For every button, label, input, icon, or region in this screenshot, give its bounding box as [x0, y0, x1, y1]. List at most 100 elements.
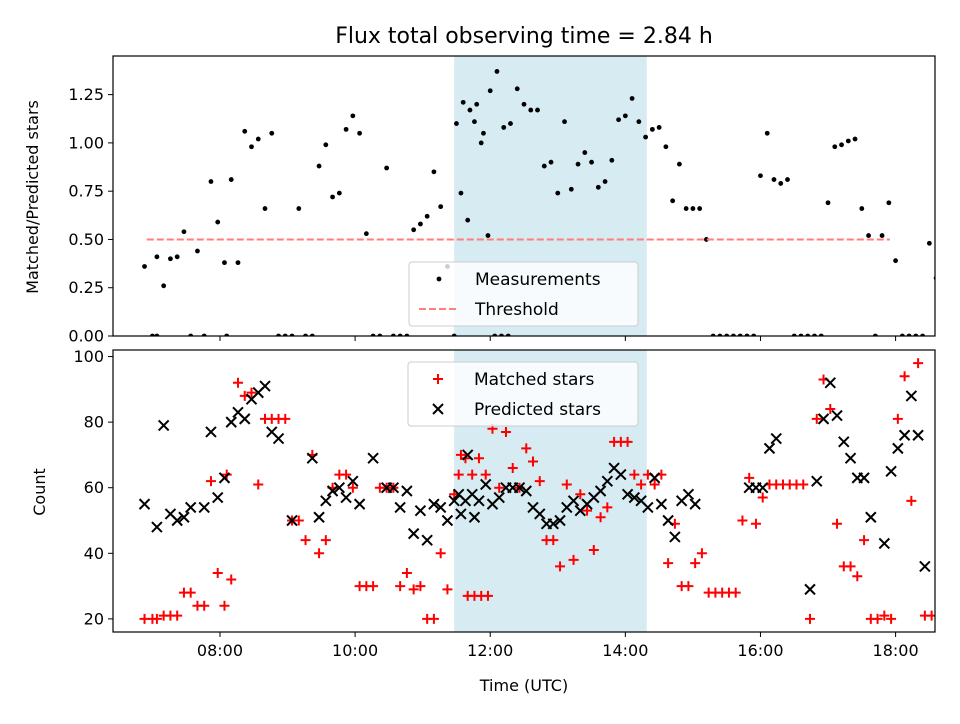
measurement-point	[670, 198, 676, 204]
measurement-point	[424, 213, 430, 219]
measurement-point	[474, 101, 480, 107]
matched-stars-point	[602, 502, 613, 513]
predicted-stars-point	[669, 531, 681, 543]
measurement-point	[411, 227, 417, 233]
matched-stars-point	[555, 561, 566, 572]
predicted-stars-point	[628, 491, 641, 504]
predicted-stars-point	[554, 514, 566, 527]
legend-label: Predicted stars	[474, 400, 601, 420]
predicted-stars-point	[286, 514, 298, 527]
measurement-point	[514, 86, 520, 92]
matched-stars-point	[453, 469, 464, 480]
matched-stars-point	[253, 479, 264, 490]
matched-stars-point	[879, 610, 890, 621]
bottom-y-tick-label: 20	[84, 609, 104, 628]
matched-stars-point	[534, 476, 545, 487]
measurement-point	[643, 134, 649, 140]
x-tick-label: 14:00	[602, 641, 648, 660]
matched-stars-point	[629, 469, 640, 480]
bottom-y-tick-label: 100	[73, 347, 104, 366]
matched-stars-point	[886, 613, 897, 624]
matched-stars-point	[622, 436, 633, 447]
measurement-point	[454, 121, 459, 126]
x-axis-label: Time (UTC)	[479, 676, 568, 695]
measurement-point	[839, 142, 844, 148]
matched-stars-point	[172, 610, 183, 621]
matched-stars-point	[199, 600, 210, 611]
measurement-point	[174, 254, 180, 260]
matched-stars-point	[368, 581, 379, 592]
measurement-point	[926, 240, 932, 246]
predicted-stars-point	[905, 390, 918, 402]
predicted-stars-point	[838, 436, 850, 448]
measurement-point	[521, 101, 527, 107]
matched-stars-point	[575, 489, 586, 500]
predicted-stars-point	[198, 501, 210, 514]
matched-stars-point	[428, 613, 439, 624]
predicted-stars-point	[770, 432, 782, 445]
predicted-stars-point	[461, 449, 474, 461]
matched-stars-point	[528, 456, 539, 467]
measurement-point	[535, 107, 540, 113]
measurement-point	[235, 260, 241, 266]
measurement-point	[161, 283, 167, 289]
predicted-stars-point	[367, 452, 379, 464]
measurement-point	[663, 144, 669, 150]
matched-stars-point	[757, 492, 768, 503]
top-axes-frame	[112, 55, 936, 337]
predicted-stars-point	[171, 514, 183, 527]
measurement-point	[487, 88, 493, 94]
matched-stars-point	[314, 548, 325, 559]
measurement-point	[785, 177, 790, 182]
matched-stars-point	[482, 590, 493, 601]
predicted-stars-point	[151, 521, 163, 533]
measurement-point	[758, 173, 763, 179]
top-plot-area	[142, 69, 935, 336]
measurement-point	[690, 206, 696, 211]
x-tick-label: 18:00	[873, 641, 919, 660]
predicted-stars-point	[353, 498, 366, 510]
matched-stars-point	[435, 548, 446, 559]
measurement-point	[859, 206, 865, 211]
matched-stars-point	[696, 548, 707, 559]
measurement-point	[656, 125, 662, 130]
matched-stars-point	[548, 535, 559, 546]
predicted-stars-point	[212, 491, 224, 504]
predicted-stars-point	[757, 482, 769, 494]
predicted-stars-point	[239, 413, 251, 425]
measurement-point	[195, 248, 200, 254]
matched-stars-point	[730, 587, 741, 598]
matched-stars-point	[852, 571, 863, 582]
predicted-stars-point	[455, 508, 467, 520]
bottom-y-tick-label: 60	[84, 478, 104, 497]
matched-stars-point	[494, 482, 505, 493]
matched-stars-point	[636, 479, 647, 490]
predicted-stars-point	[892, 442, 904, 455]
matched-stars-point	[232, 377, 243, 388]
legend-marker	[432, 403, 444, 415]
matched-stars-point	[568, 554, 579, 565]
matched-stars-point	[859, 535, 870, 546]
predicted-stars-point	[621, 488, 634, 500]
predicted-stars-point	[468, 511, 481, 523]
measurement-point	[154, 254, 160, 260]
predicted-stars-point	[662, 514, 674, 527]
measurement-point	[384, 165, 390, 171]
predicted-stars-point	[601, 475, 614, 487]
measurement-point	[508, 121, 513, 126]
measurement-point	[609, 157, 615, 163]
measurement-point	[336, 190, 342, 196]
measurement-point	[472, 119, 477, 125]
predicted-stars-point	[184, 501, 197, 514]
predicted-stars-point	[912, 429, 924, 441]
measurement-point	[494, 69, 500, 74]
predicted-stars-point	[898, 429, 911, 441]
predicted-stars-point	[306, 452, 319, 464]
matched-stars-point	[226, 574, 237, 585]
predicted-stars-point	[534, 508, 546, 520]
measurement-point	[222, 260, 227, 266]
measurement-point	[886, 200, 892, 206]
matched-stars-point	[212, 567, 223, 578]
matched-stars-point	[151, 613, 162, 624]
